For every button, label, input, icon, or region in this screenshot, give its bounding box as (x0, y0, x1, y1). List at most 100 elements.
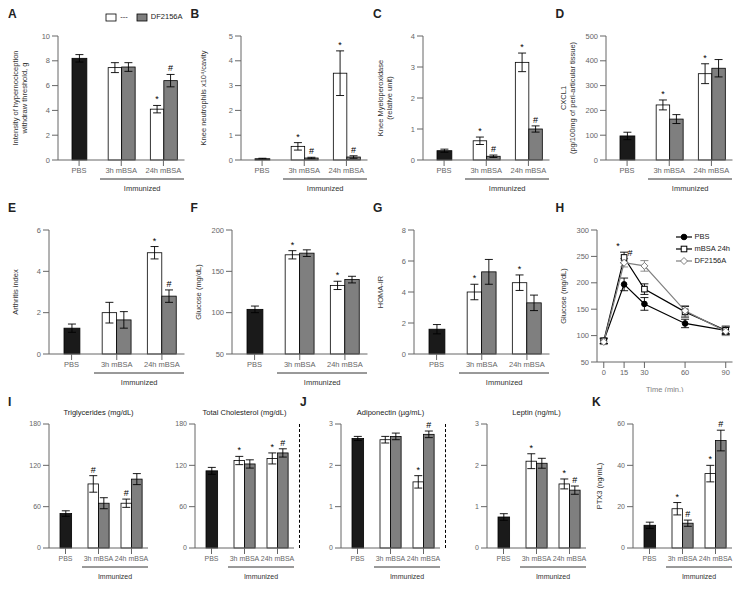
svg-text:8: 8 (46, 56, 50, 65)
svg-text:Immunized: Immunized (306, 184, 343, 193)
svg-text:3h mBSA: 3h mBSA (668, 555, 698, 562)
svg-text:300: 300 (576, 226, 589, 235)
svg-text:*: * (296, 132, 300, 142)
svg-text:CXCL1: CXCL1 (559, 86, 568, 110)
svg-text:*: * (478, 126, 482, 136)
svg-text:PBS: PBS (254, 166, 269, 175)
svg-text:30: 30 (640, 368, 648, 377)
svg-text:5: 5 (228, 32, 232, 41)
svg-text:1: 1 (411, 125, 415, 134)
svg-text:Immunized: Immunized (682, 573, 716, 580)
svg-text:250: 250 (576, 252, 589, 261)
svg-text:3h mBSA: 3h mBSA (376, 555, 406, 562)
svg-text:4: 4 (37, 267, 41, 276)
svg-text:60: 60 (179, 503, 187, 510)
svg-text:120: 120 (29, 462, 41, 469)
svg-text:3: 3 (329, 420, 333, 427)
svg-text:6: 6 (37, 226, 41, 235)
svg-text:#: # (308, 146, 313, 156)
svg-text:6: 6 (46, 81, 50, 90)
svg-text:24h mBSA: 24h mBSA (145, 166, 181, 175)
svg-text:1: 1 (475, 503, 479, 510)
svg-text:Immunized: Immunized (244, 573, 278, 580)
svg-text:24h mBSA: 24h mBSA (261, 555, 295, 562)
svg-text:24h mBSA: 24h mBSA (509, 360, 545, 369)
svg-text:*: * (709, 454, 713, 464)
svg-text:0: 0 (475, 544, 479, 551)
svg-text:(relative unit): (relative unit) (385, 76, 394, 120)
svg-text:#: # (351, 145, 356, 155)
svg-text:Immunized: Immunized (121, 378, 158, 387)
svg-text:3: 3 (411, 63, 415, 72)
svg-text:6: 6 (402, 257, 406, 266)
svg-text:0: 0 (37, 544, 41, 551)
svg-text:0: 0 (183, 544, 187, 551)
svg-text:40: 40 (617, 462, 625, 469)
svg-text:0: 0 (593, 156, 597, 165)
svg-text:#: # (718, 419, 723, 429)
svg-text:3h mBSA: 3h mBSA (105, 166, 137, 175)
svg-text:0: 0 (402, 350, 406, 359)
svg-text:0: 0 (411, 156, 415, 165)
svg-text:3h mBSA: 3h mBSA (230, 555, 260, 562)
svg-text:3h mBSA: 3h mBSA (522, 555, 552, 562)
svg-text:50: 50 (580, 358, 588, 367)
svg-text:60: 60 (680, 368, 688, 377)
svg-text:200: 200 (585, 106, 598, 115)
svg-text:60: 60 (33, 503, 41, 510)
svg-text:#: # (91, 465, 96, 475)
svg-text:#: # (168, 63, 173, 73)
svg-text:*: * (338, 40, 342, 50)
svg-text:0: 0 (621, 544, 625, 551)
svg-text:3h mBSA: 3h mBSA (283, 360, 315, 369)
svg-text:*: * (290, 240, 294, 250)
svg-text:PBS: PBS (496, 555, 510, 562)
svg-text:Immunized: Immunized (124, 184, 161, 193)
svg-text:PBS: PBS (437, 166, 452, 175)
svg-text:180: 180 (29, 420, 41, 427)
svg-text:*: * (661, 89, 665, 99)
svg-text:4: 4 (46, 106, 50, 115)
svg-text:PBS: PBS (619, 166, 634, 175)
svg-text:#: # (491, 144, 496, 154)
svg-text:*: * (616, 241, 620, 251)
svg-text:4: 4 (228, 56, 232, 65)
svg-text:PBS: PBS (350, 555, 364, 562)
svg-text:*: * (563, 468, 567, 478)
svg-text:*: * (155, 94, 159, 104)
svg-text:#: # (627, 248, 632, 258)
svg-text:4: 4 (402, 288, 406, 297)
svg-text:100: 100 (576, 331, 589, 340)
svg-text:3h mBSA: 3h mBSA (470, 166, 502, 175)
svg-text:3: 3 (228, 81, 232, 90)
svg-text:24h mBSA: 24h mBSA (407, 555, 441, 562)
svg-text:24h mBSA: 24h mBSA (553, 555, 587, 562)
svg-text:100: 100 (585, 131, 598, 140)
svg-text:0: 0 (37, 350, 41, 359)
svg-text:*: * (153, 236, 157, 246)
svg-text:*: * (518, 264, 522, 274)
svg-text:3h mBSA: 3h mBSA (288, 166, 320, 175)
svg-text:15: 15 (619, 368, 627, 377)
svg-text:Immunized: Immunized (486, 378, 523, 387)
svg-text:Immunized: Immunized (303, 378, 340, 387)
svg-text:60: 60 (617, 420, 625, 427)
svg-text:2: 2 (411, 94, 415, 103)
svg-text:Immunized: Immunized (536, 573, 570, 580)
svg-text:4: 4 (411, 32, 415, 41)
svg-text:*: * (473, 273, 477, 283)
svg-text:*: * (703, 53, 707, 63)
svg-text:2: 2 (37, 308, 41, 317)
svg-text:*: * (530, 443, 534, 453)
svg-text:50: 50 (215, 350, 223, 359)
svg-text:Immunized: Immunized (98, 573, 132, 580)
svg-text:24h mBSA: 24h mBSA (326, 360, 362, 369)
svg-text:24h mBSA: 24h mBSA (328, 166, 364, 175)
svg-text:0: 0 (329, 544, 333, 551)
svg-text:10: 10 (42, 32, 50, 41)
svg-text:PBS: PBS (64, 360, 79, 369)
svg-text:24h mBSA: 24h mBSA (115, 555, 149, 562)
svg-text:3h mBSA: 3h mBSA (101, 360, 133, 369)
svg-text:400: 400 (585, 56, 598, 65)
svg-text:100: 100 (211, 308, 224, 317)
